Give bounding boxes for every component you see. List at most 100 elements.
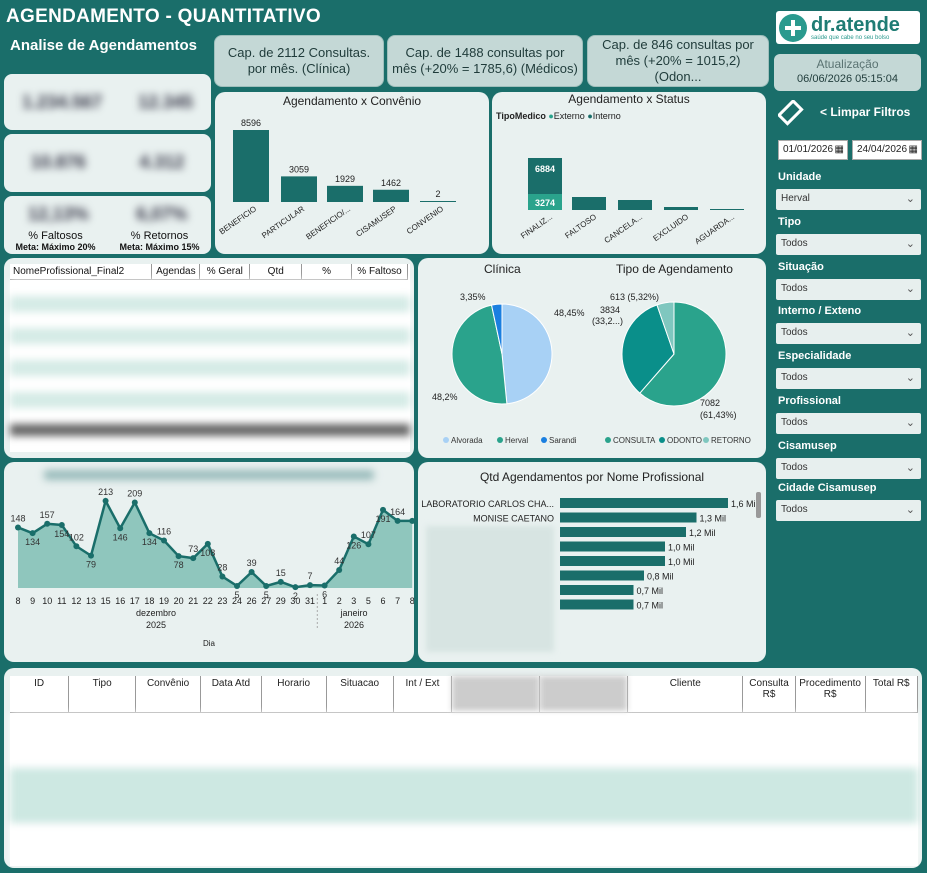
col-geral[interactable]: % Geral bbox=[199, 264, 251, 280]
filter-select-value: Todos bbox=[781, 283, 808, 294]
prof-chart-scrollbar[interactable] bbox=[756, 492, 761, 518]
prof-bar-label: 1,6 Mil bbox=[731, 499, 758, 509]
filter-select[interactable]: Todos ⌄ bbox=[776, 323, 921, 344]
line-point bbox=[380, 506, 386, 513]
line-point bbox=[29, 530, 36, 537]
convenio-tick-label: BENEFICIO/... bbox=[304, 204, 352, 241]
calendar-icon[interactable]: ▦ bbox=[834, 144, 844, 155]
detail-col-header[interactable]: Tipo bbox=[68, 676, 137, 712]
line-tick-label: 1 bbox=[322, 596, 327, 606]
calendar-icon[interactable]: ▦ bbox=[908, 144, 918, 155]
filter-select-value: Todos bbox=[781, 462, 808, 473]
line-point bbox=[321, 582, 328, 589]
legend-dot-icon bbox=[659, 437, 665, 443]
detail-col-header[interactable] bbox=[451, 676, 541, 712]
line-tick-label: 26 bbox=[247, 596, 257, 606]
detail-col-header[interactable]: Procedimento R$ bbox=[795, 676, 866, 712]
clinica-label-sarandi: 3,35% bbox=[460, 292, 486, 302]
filter-select[interactable]: Todos ⌄ bbox=[776, 234, 921, 255]
line-point bbox=[263, 582, 270, 589]
convenio-bar bbox=[233, 130, 269, 202]
tipo-pie-slice bbox=[621, 304, 675, 394]
clinica-legend-item: Alvorada bbox=[451, 436, 483, 445]
profissional-table-card: NomeProfissional_Final2 Agendas % Geral … bbox=[4, 258, 414, 458]
filter-select[interactable]: Todos ⌄ bbox=[776, 279, 921, 300]
convenio-bar-label: 3059 bbox=[289, 164, 309, 174]
status-tick-label: AGUARDA... bbox=[693, 212, 736, 246]
line-data-label: 6 bbox=[322, 590, 327, 600]
convenio-tick-label: BENEFICIO bbox=[218, 204, 258, 236]
line-data-label: 213 bbox=[98, 487, 113, 497]
line-tick-label: 21 bbox=[188, 596, 198, 606]
col-qtd[interactable]: Qtd bbox=[249, 264, 303, 280]
filter-label: Profissional bbox=[778, 395, 841, 407]
line-data-label: 28 bbox=[217, 563, 227, 573]
faltosos-meta: Meta: Máximo 20% bbox=[15, 242, 96, 252]
line-data-label: 108 bbox=[200, 548, 215, 558]
chevron-down-icon[interactable]: ⌄ bbox=[905, 504, 915, 516]
col-pct[interactable]: % bbox=[301, 264, 353, 280]
line-point bbox=[204, 540, 211, 547]
prof-category-label: MONISE CAETANO bbox=[473, 514, 554, 524]
line-data-label: 209 bbox=[127, 489, 142, 499]
status-legend-title: TipoMedico bbox=[496, 111, 546, 121]
status-label-interno: 6884 bbox=[535, 164, 555, 174]
line-point bbox=[44, 520, 51, 527]
prof-bar-label: 0,7 Mil bbox=[637, 586, 664, 596]
chevron-down-icon[interactable]: ⌄ bbox=[905, 238, 915, 250]
status-bar-externo bbox=[528, 194, 562, 210]
clear-filters-button[interactable]: < Limpar Filtros bbox=[820, 105, 911, 119]
detail-col-header[interactable]: Data Atd bbox=[200, 676, 262, 712]
tipo-label-odonto: 3834 bbox=[600, 305, 620, 315]
filter-label: Tipo bbox=[778, 216, 802, 228]
detail-col-header[interactable] bbox=[539, 676, 629, 712]
line-point bbox=[175, 553, 182, 560]
detail-col-header[interactable]: Consulta R$ bbox=[742, 676, 796, 712]
chevron-down-icon[interactable]: ⌄ bbox=[905, 283, 915, 295]
line-tick-label: 23 bbox=[217, 596, 227, 606]
filter-select[interactable]: Todos ⌄ bbox=[776, 458, 921, 479]
convenio-bar-label: 2 bbox=[435, 189, 440, 199]
col-faltoso[interactable]: % Faltoso bbox=[351, 264, 408, 280]
detail-col-header[interactable]: Total R$ bbox=[865, 676, 919, 712]
line-tick-label: 2 bbox=[337, 596, 342, 606]
eraser-icon[interactable] bbox=[776, 98, 804, 126]
filter-select-value: Todos bbox=[781, 238, 808, 249]
retornos-label: % Retornos bbox=[130, 230, 189, 242]
col-nome[interactable]: NomeProfissional_Final2 bbox=[10, 264, 153, 280]
filter-select-value: Herval bbox=[781, 193, 810, 204]
page-title: AGENDAMENTO - QUANTITATIVO bbox=[6, 6, 321, 27]
line-point bbox=[88, 552, 94, 559]
prof-chart-title: Qtd Agendamentos por Nome Profissional bbox=[479, 470, 705, 484]
detail-col-header[interactable]: Situacao bbox=[326, 676, 394, 712]
line-data-label: 191 bbox=[375, 514, 390, 524]
line-point bbox=[131, 499, 138, 506]
line-tick-label: 6 bbox=[380, 596, 385, 606]
date-to-input[interactable]: 24/04/2026 ▦ bbox=[852, 140, 922, 160]
detail-col-header[interactable]: Cliente bbox=[627, 676, 744, 712]
prof-bar bbox=[560, 541, 665, 552]
month-label: janeiro bbox=[339, 608, 367, 618]
chevron-down-icon[interactable]: ⌄ bbox=[905, 193, 915, 205]
chevron-down-icon[interactable]: ⌄ bbox=[905, 372, 915, 384]
detail-col-header[interactable]: Horario bbox=[261, 676, 327, 712]
detail-col-header[interactable]: ID bbox=[10, 676, 70, 712]
date-from-input[interactable]: 01/01/2026 ▦ bbox=[778, 140, 848, 160]
prof-bar-label: 1,0 Mil bbox=[668, 557, 695, 567]
filter-label: Unidade bbox=[778, 171, 822, 183]
line-data-label: 15 bbox=[276, 568, 286, 578]
col-agendas[interactable]: Agendas bbox=[151, 264, 201, 280]
detail-col-header[interactable]: Int / Ext bbox=[393, 676, 453, 712]
filter-select[interactable]: Herval ⌄ bbox=[776, 189, 921, 210]
filter-select[interactable]: Todos ⌄ bbox=[776, 413, 921, 434]
chevron-down-icon[interactable]: ⌄ bbox=[905, 327, 915, 339]
chevron-down-icon[interactable]: ⌄ bbox=[905, 417, 915, 429]
profissional-table: NomeProfissional_Final2 Agendas % Geral … bbox=[10, 264, 410, 452]
detail-col-header[interactable]: Convênio bbox=[135, 676, 202, 712]
logo-name: dr.atende bbox=[811, 13, 900, 36]
filter-select[interactable]: Todos ⌄ bbox=[776, 368, 921, 389]
line-point bbox=[190, 555, 197, 562]
filter-select[interactable]: Todos ⌄ bbox=[776, 500, 921, 521]
chevron-down-icon[interactable]: ⌄ bbox=[905, 462, 915, 474]
x-axis-label: Dia bbox=[203, 639, 216, 648]
